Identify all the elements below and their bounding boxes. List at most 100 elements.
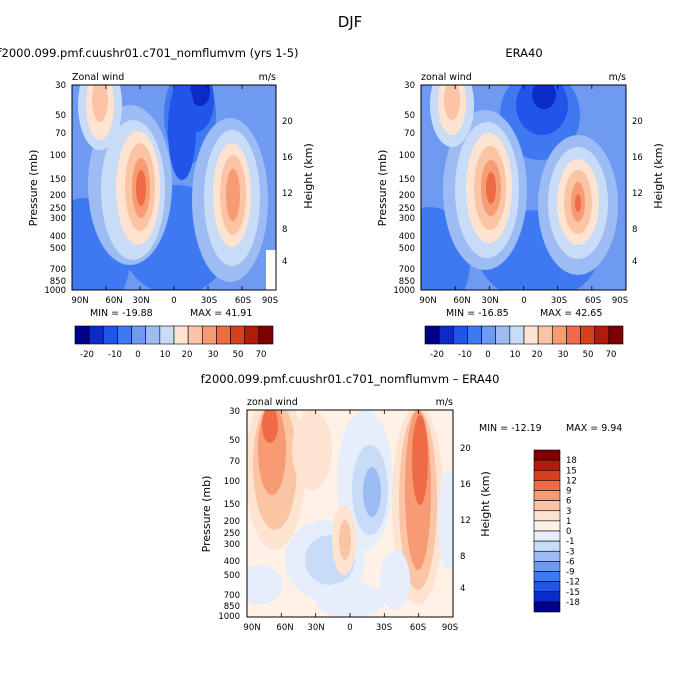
contour-field (421, 85, 626, 290)
x-tick-label: 60S (410, 623, 426, 633)
panel-units-label: m/s (609, 72, 626, 83)
colorbar-swatch (495, 325, 511, 345)
panel-difference: f2000.099.pmf.cuushr01.c701_nomflumvm – … (200, 372, 622, 633)
panel-model: f2000.099.pmf.cuushr01.c701_nomflumvm (y… (0, 46, 315, 360)
y-tick-label: 700 (224, 591, 240, 601)
max-label: MAX = 41.91 (190, 308, 252, 319)
axis-ticks (71, 85, 277, 290)
colorbar-swatch (159, 325, 175, 345)
colorbar-swatch (145, 325, 161, 345)
y-tick-label: 850 (399, 277, 415, 287)
colorbar-label: -15 (566, 588, 580, 598)
x-tick-label: 0 (347, 623, 352, 633)
y-tick-label: 400 (399, 232, 415, 242)
colorbar-swatch (244, 325, 260, 345)
y2-tick-label: 12 (282, 189, 293, 199)
colorbar-swatch (608, 325, 624, 345)
y-tick-label: 70 (55, 129, 66, 139)
colorbar-swatch (201, 325, 217, 345)
y-tick-label: 250 (224, 529, 240, 539)
y-tick-label: 250 (50, 204, 66, 214)
colorbar-swatch (594, 325, 610, 345)
y-tick-label: 500 (399, 244, 415, 254)
colorbar-label: -10 (458, 350, 472, 360)
panel-title: f2000.099.pmf.cuushr01.c701_nomflumvm – … (201, 372, 500, 386)
panel-units-label: m/s (259, 72, 276, 83)
colorbar-label: 50 (583, 350, 594, 360)
colorbar-label: 6 (566, 497, 571, 507)
y-tick-label: 50 (55, 111, 66, 121)
colorbar-label: 1 (566, 517, 571, 527)
y-tick-label: 700 (399, 265, 415, 275)
colorbar-swatch (533, 449, 561, 461)
colorbar-swatch (88, 325, 104, 345)
colorbar-swatch (533, 490, 561, 501)
colorbar-swatch (102, 325, 118, 345)
colorbar (424, 325, 624, 345)
colorbar-swatch (438, 325, 454, 345)
y2-tick-label: 4 (632, 257, 637, 267)
y-axis-label: Pressure (mb) (200, 476, 213, 553)
y-tick-label: 1000 (44, 286, 66, 296)
colorbar-swatch (230, 325, 246, 345)
y-tick-label: 30 (404, 81, 415, 91)
x-tick-label: 60N (276, 623, 293, 633)
y-tick-label: 500 (224, 571, 240, 581)
colorbar-swatch (533, 550, 561, 562)
colorbar-swatch (523, 325, 539, 345)
y2-tick-label: 8 (632, 225, 637, 235)
y-tick-label: 500 (50, 244, 66, 254)
x-tick-label: 60S (235, 296, 251, 306)
colorbar-label: 9 (566, 487, 571, 497)
y2-tick-label: 20 (282, 117, 293, 127)
panel-units-label: m/s (436, 397, 453, 408)
colorbar-swatch (533, 530, 561, 542)
colorbar-swatch (566, 325, 581, 345)
x-tick-label: 90N (419, 296, 436, 306)
contour-field (247, 410, 453, 617)
y2-tick-label: 8 (460, 552, 465, 562)
colorbar-swatch (580, 325, 596, 345)
colorbar-label: 18 (566, 456, 577, 466)
y2-tick-label: 8 (282, 225, 287, 235)
colorbar-swatch (74, 325, 90, 345)
panel-left-label: zonal wind (421, 72, 472, 83)
x-tick-label: 30N (307, 623, 324, 633)
colorbar-label: -6 (566, 557, 574, 567)
y-tick-label: 50 (229, 436, 240, 446)
colorbar-label: -9 (566, 568, 574, 578)
colorbar-swatch (533, 601, 561, 613)
colorbar (74, 325, 274, 345)
axis-ticks (246, 410, 454, 617)
colorbar-swatch (509, 325, 525, 345)
y2-tick-label: 16 (460, 480, 471, 490)
colorbar-swatch (533, 571, 561, 582)
colorbar-label: -3 (566, 547, 574, 557)
colorbar-swatch (533, 540, 561, 552)
colorbar-swatch (533, 520, 561, 532)
x-tick-label: 30N (481, 296, 498, 306)
colorbar-swatch (216, 325, 231, 345)
y-tick-label: 150 (50, 175, 66, 185)
panel-era40: ERA40 zonal wind m/s 90N (376, 46, 665, 360)
x-tick-label: 90S (262, 296, 278, 306)
y2-tick-label: 16 (282, 153, 293, 163)
x-tick-label: 30S (551, 296, 567, 306)
y-axis-label: Pressure (mb) (376, 150, 389, 227)
x-tick-label: 30N (132, 296, 149, 306)
panel-title: ERA40 (505, 46, 542, 60)
y-tick-label: 1000 (393, 286, 415, 296)
y2-tick-label: 4 (282, 257, 287, 267)
min-label: MIN = -12.19 (479, 423, 542, 434)
y-axis-label: Pressure (mb) (27, 150, 40, 227)
y2-axis-label: Height (km) (479, 471, 492, 537)
y-tick-label: 850 (50, 277, 66, 287)
contour-field (72, 85, 276, 290)
colorbar-swatch (131, 325, 147, 345)
y-tick-label: 1000 (218, 612, 240, 622)
max-label: MAX = 9.94 (566, 423, 622, 434)
x-tick-label: 60S (585, 296, 601, 306)
max-label: MAX = 42.65 (540, 308, 602, 319)
colorbar-label: 10 (510, 350, 521, 360)
